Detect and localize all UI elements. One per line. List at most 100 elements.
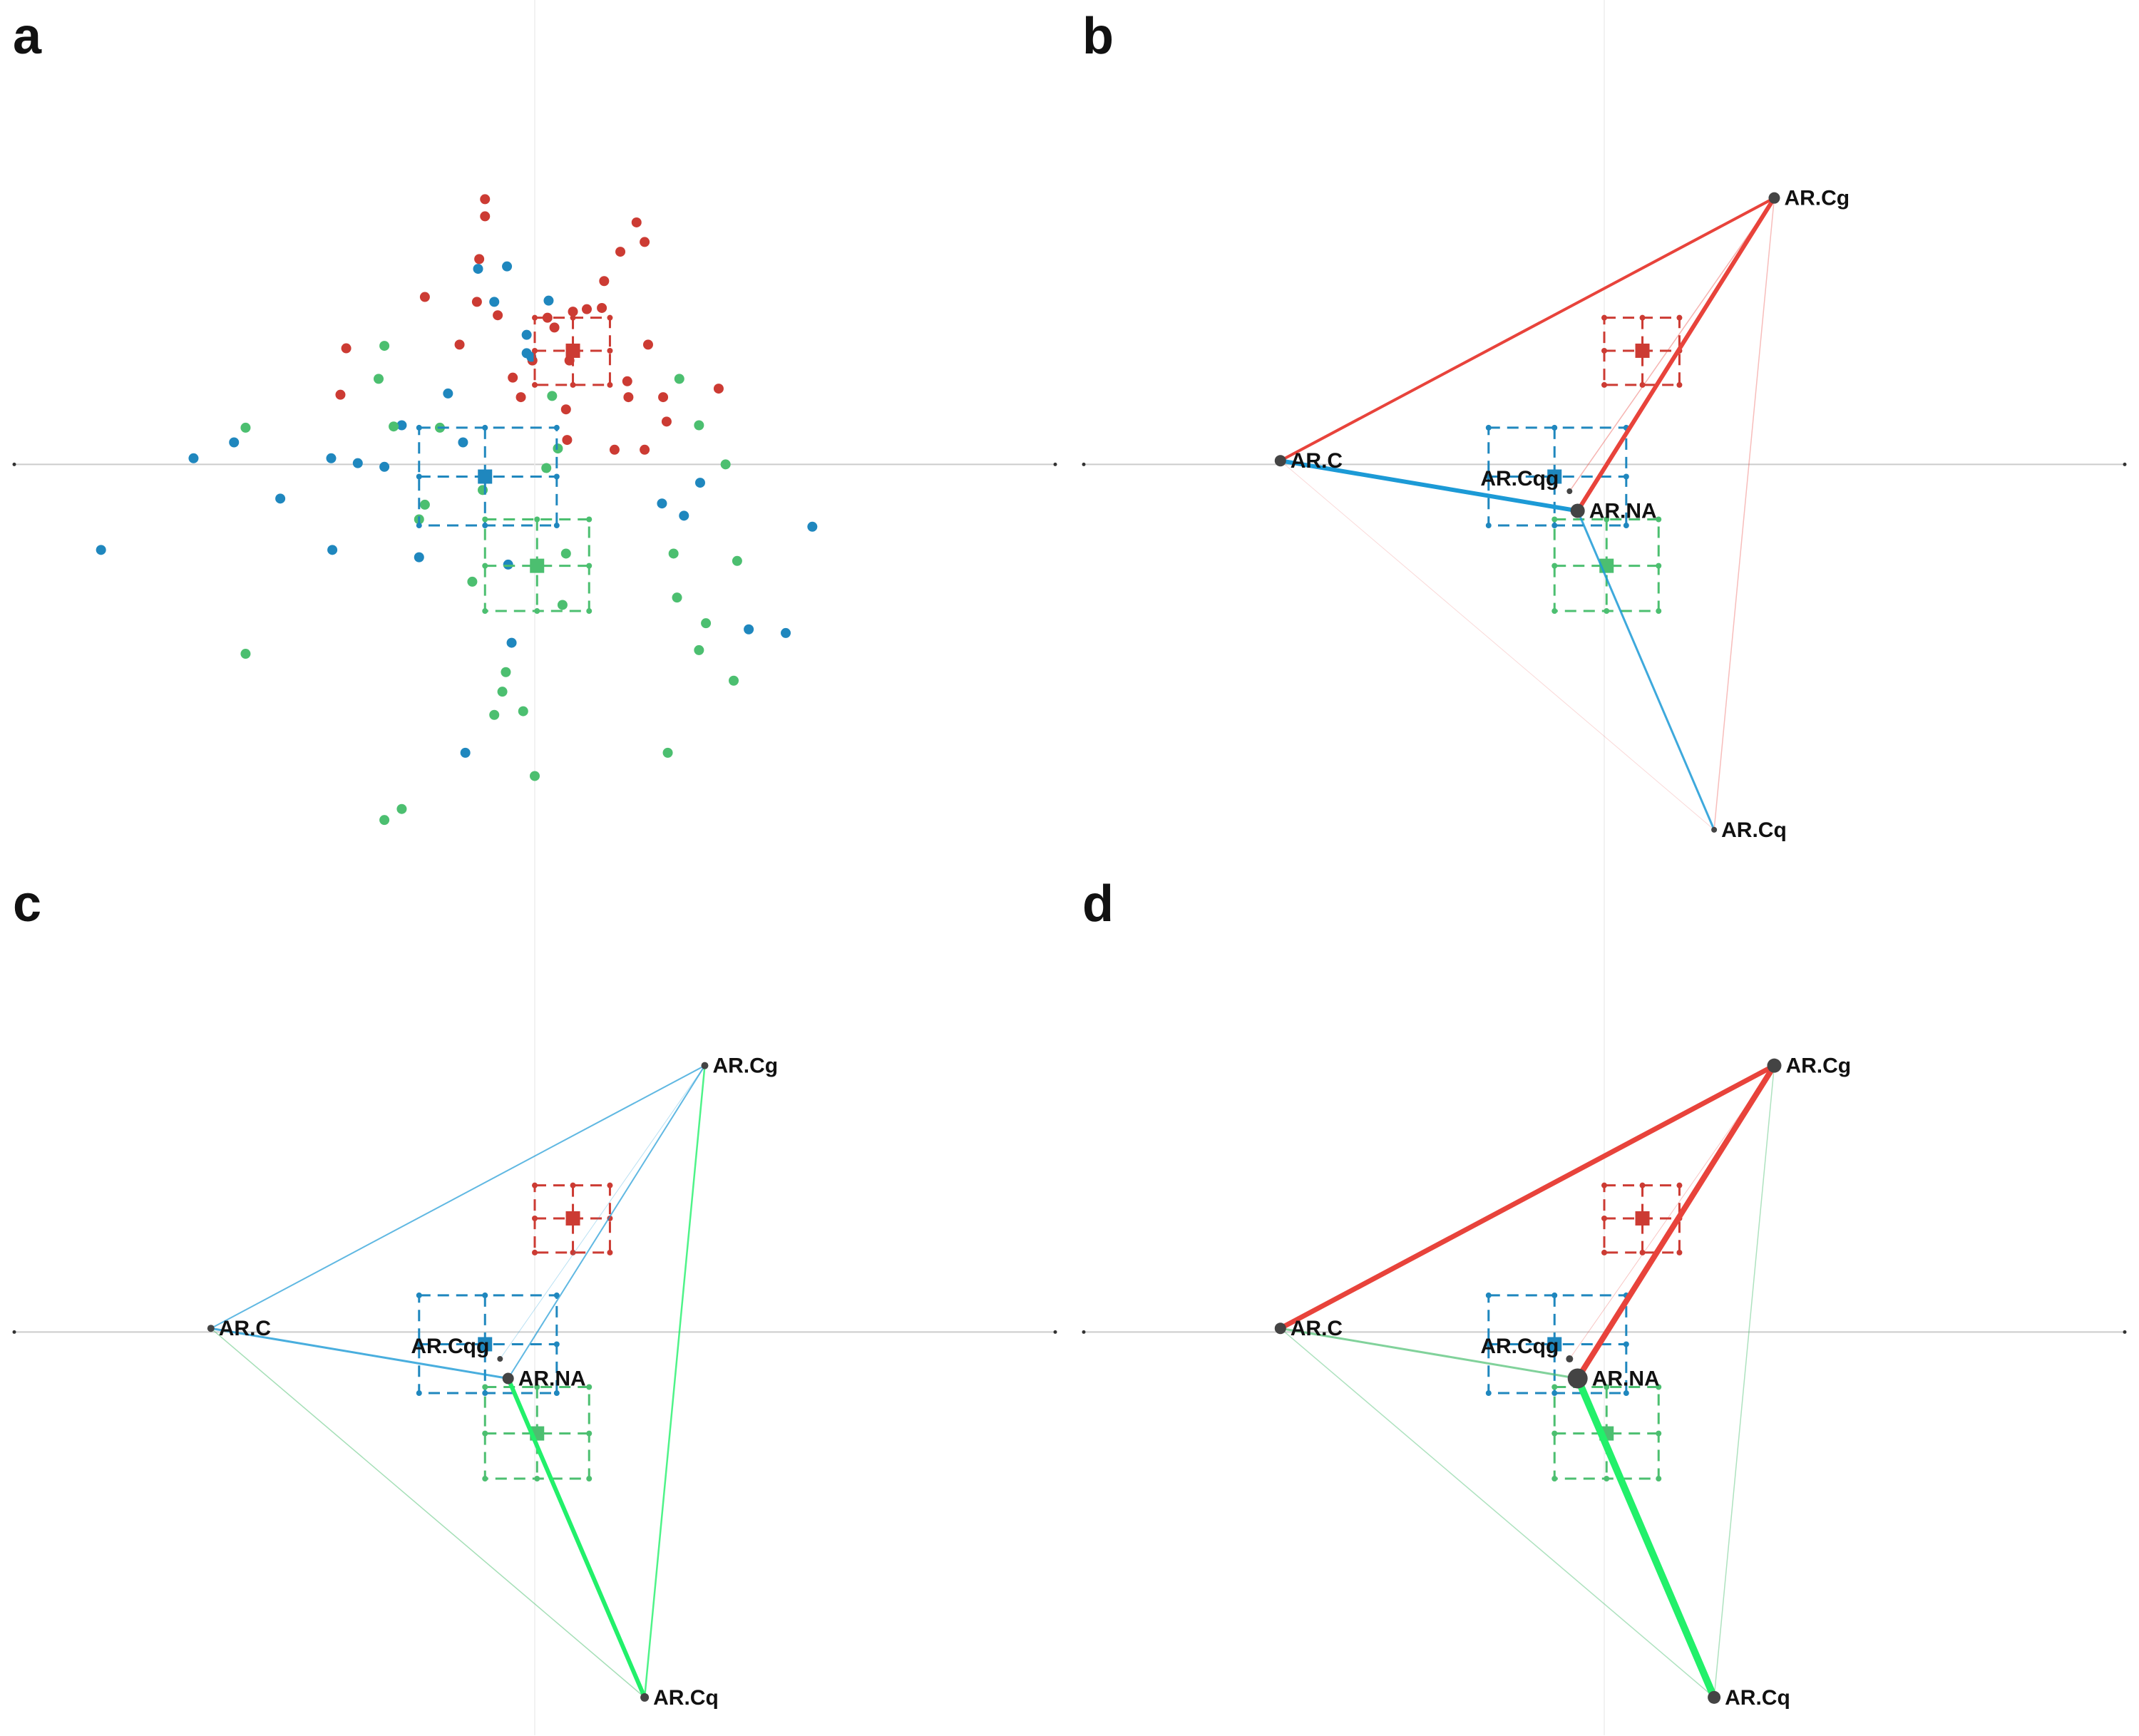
group-summary-tick <box>1639 381 1646 388</box>
group-summary-tick <box>1656 1384 1662 1390</box>
group-summary-tick <box>482 1476 488 1482</box>
data-point <box>480 211 491 222</box>
data-point <box>396 803 407 814</box>
axis-end-marker <box>2123 1330 2127 1334</box>
group-summary-tick <box>416 523 422 529</box>
data-point <box>480 194 491 205</box>
group-summary-tick <box>553 1390 560 1397</box>
data-point <box>560 404 571 415</box>
data-point <box>326 453 337 463</box>
network-node <box>497 1356 503 1362</box>
data-point <box>668 548 679 559</box>
network-node <box>701 1062 709 1069</box>
panel-label-b: b <box>1082 8 1114 65</box>
data-point <box>658 392 669 403</box>
group-summary-tick <box>586 563 593 569</box>
data-point <box>502 261 513 272</box>
panel-label-d: d <box>1082 875 1114 933</box>
group-summary-tick <box>482 608 488 615</box>
network-edge <box>1575 195 1777 513</box>
group-summary-tick <box>532 347 538 354</box>
group-summary-tick <box>1656 1430 1662 1437</box>
data-point <box>599 276 610 287</box>
group-summary-tick <box>532 314 538 321</box>
group-summary-tick <box>1601 314 1607 321</box>
group-summary-tick <box>553 1292 560 1298</box>
group-summary-tick <box>482 1384 488 1390</box>
data-point <box>503 559 513 570</box>
group-summary-tick <box>482 563 488 569</box>
group-mean-marker <box>1635 1211 1650 1226</box>
group-summary-tick <box>1656 1476 1662 1482</box>
group-mean-marker <box>478 1337 493 1352</box>
data-point <box>642 339 653 350</box>
group-summary-tick <box>1551 1292 1558 1298</box>
group-summary-tick <box>1551 608 1558 615</box>
data-point <box>562 435 573 446</box>
network-node <box>1274 1322 1286 1335</box>
data-point <box>229 437 240 448</box>
data-point <box>807 521 818 532</box>
group-summary-tick <box>1604 608 1610 615</box>
data-point <box>240 649 251 659</box>
network-node <box>1708 1690 1721 1704</box>
network-edge <box>1280 1327 1715 1698</box>
group-summary-tick <box>1551 516 1558 523</box>
group-summary-tick <box>607 347 613 354</box>
data-point <box>327 545 338 555</box>
group-summary-tick <box>586 1430 593 1437</box>
data-point <box>501 667 511 677</box>
network-edge <box>1279 1327 1579 1380</box>
network-node <box>1768 192 1780 204</box>
group-mean-marker <box>530 558 545 573</box>
data-point <box>419 292 430 302</box>
group-summary-tick <box>532 381 538 388</box>
group-summary-tick <box>1639 1182 1646 1188</box>
network-edge <box>1713 1064 1775 1698</box>
data-point <box>781 627 791 638</box>
group-summary-tick <box>482 1292 488 1298</box>
network-plot-c: AR.Cg AR.C AR.Cqg AR.NA AR.Cq <box>12 868 1057 1735</box>
axis-end-marker <box>2123 462 2127 466</box>
axis-end-marker <box>12 462 16 466</box>
group-summary-tick <box>1485 1390 1492 1397</box>
group-summary-tick <box>482 424 488 431</box>
data-point <box>467 576 478 587</box>
group-summary-tick <box>1601 1182 1607 1188</box>
node-label: AR.NA <box>1589 499 1657 523</box>
network-node <box>1566 1355 1574 1363</box>
group-summary-tick <box>532 1249 538 1255</box>
group-summary-tick <box>570 1182 576 1188</box>
network-edge <box>1569 197 1775 492</box>
group-summary-tick <box>534 1384 540 1390</box>
group-summary-tick <box>586 1384 593 1390</box>
group-summary-tick <box>416 1390 422 1397</box>
node-label: AR.Cqg <box>1480 1335 1559 1358</box>
data-point <box>713 384 724 394</box>
group-summary-tick <box>416 424 422 431</box>
data-point <box>521 329 532 340</box>
group-summary-tick <box>1676 314 1683 321</box>
network-node <box>207 1325 215 1332</box>
group-mean-marker <box>565 1211 580 1226</box>
group-summary-tick <box>1604 516 1610 523</box>
data-point <box>674 374 684 384</box>
group-summary-tick <box>416 1292 422 1298</box>
data-point <box>458 437 468 448</box>
data-point <box>609 444 620 455</box>
node-label: AR.Cqg <box>1480 467 1559 491</box>
data-point <box>640 444 650 455</box>
data-point <box>497 687 508 697</box>
group-summary-tick <box>534 516 540 523</box>
group-summary-tick <box>1604 1476 1610 1482</box>
data-point <box>352 458 363 468</box>
node-label: AR.Cq <box>1725 1686 1790 1710</box>
node-label: AR.Cqg <box>411 1335 489 1358</box>
group-summary-tick <box>1676 381 1683 388</box>
group-summary-tick <box>1639 1249 1646 1255</box>
data-point <box>335 389 346 400</box>
group-summary-tick <box>1485 1341 1492 1347</box>
network-edge <box>643 1064 706 1699</box>
group-summary-tick <box>416 1341 422 1347</box>
group-summary-tick <box>570 1249 576 1255</box>
